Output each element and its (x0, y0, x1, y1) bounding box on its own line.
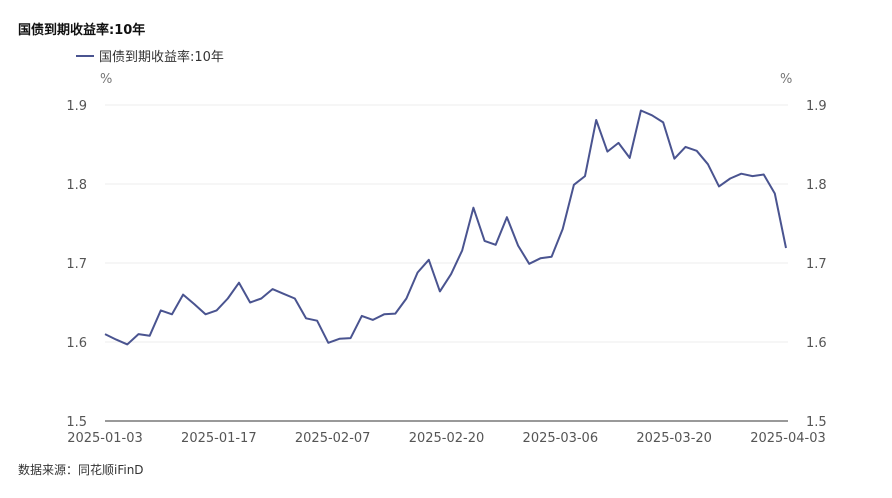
x-tick-label: 2025-01-17 (181, 431, 257, 446)
y-tick-label-right: 1.9 (806, 99, 827, 114)
y-tick-label-right: 1.8 (806, 178, 827, 193)
x-tick-label: 2025-03-06 (523, 431, 599, 446)
y-tick-label-left: 1.6 (66, 336, 87, 351)
x-tick-label: 2025-02-20 (409, 431, 485, 446)
series-line (104, 109, 787, 346)
y-tick-label-left: 1.7 (66, 257, 87, 272)
y-unit-left: % (100, 72, 112, 87)
x-tick-label: 2025-02-07 (295, 431, 371, 446)
y-tick-label-right: 1.7 (806, 257, 827, 272)
data-source: 数据来源：同花顺iFinD (18, 463, 144, 477)
legend: 国债到期收益率:10年 (76, 46, 224, 65)
x-tick-label: 2025-03-20 (636, 431, 712, 446)
y-tick-label-left: 1.8 (66, 178, 87, 193)
legend-label: 国债到期收益率:10年 (99, 50, 224, 65)
y-tick-label-left: 1.5 (66, 415, 87, 430)
y-tick-label-right: 1.6 (806, 336, 827, 351)
y-unit-right: % (780, 72, 792, 87)
y-tick-label-left: 1.9 (66, 99, 87, 114)
x-tick-label: 2025-04-03 (750, 431, 826, 446)
x-tick-label: 2025-01-03 (67, 431, 143, 446)
chart-title: 国债到期收益率:10年 (18, 23, 146, 38)
y-tick-label-right: 1.5 (806, 415, 827, 430)
legend-swatch (76, 54, 94, 57)
